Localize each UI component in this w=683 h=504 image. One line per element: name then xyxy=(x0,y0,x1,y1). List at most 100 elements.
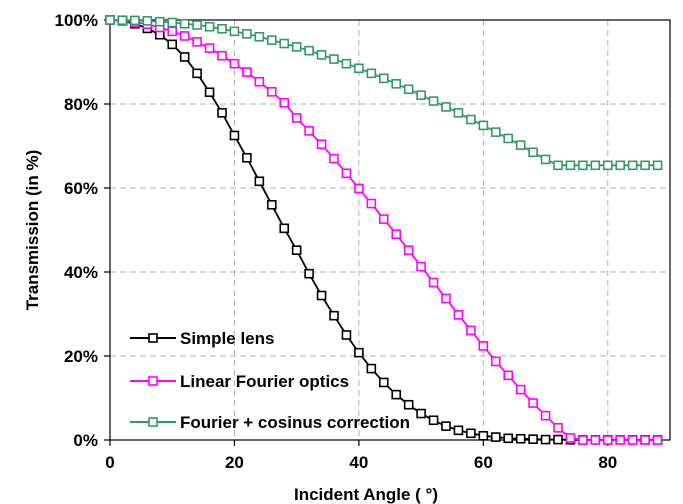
data-point xyxy=(416,90,426,100)
plot-frame xyxy=(109,19,671,441)
data-point xyxy=(217,50,227,61)
data-point xyxy=(229,130,240,141)
data-point xyxy=(528,434,538,444)
y-tick-label: 100% xyxy=(55,11,98,30)
data-point xyxy=(453,108,464,118)
data-point xyxy=(266,87,277,97)
data-point xyxy=(366,198,377,209)
legend-label: Simple lens xyxy=(180,329,274,348)
data-point xyxy=(304,126,314,136)
data-point xyxy=(540,410,551,421)
data-point xyxy=(503,433,514,444)
data-point xyxy=(304,268,314,279)
data-point xyxy=(254,76,265,87)
data-point xyxy=(229,26,240,37)
data-point xyxy=(279,223,290,234)
data-point xyxy=(266,35,277,45)
y-axis-label: Transmission (in %) xyxy=(23,150,42,311)
data-point xyxy=(515,384,526,395)
data-point xyxy=(515,433,526,444)
data-point xyxy=(204,43,215,53)
data-point xyxy=(167,17,178,28)
data-point xyxy=(378,377,389,388)
data-point xyxy=(242,67,252,77)
data-point xyxy=(179,52,190,62)
data-point xyxy=(217,108,227,118)
data-point xyxy=(254,31,265,42)
data-point xyxy=(204,21,215,32)
data-point xyxy=(416,408,426,419)
data-point xyxy=(192,20,202,30)
data-point xyxy=(354,347,364,358)
x-tick-label: 80 xyxy=(598,453,617,472)
series-line xyxy=(109,19,658,167)
data-point xyxy=(466,325,476,336)
data-point xyxy=(627,160,638,171)
data-point xyxy=(279,97,290,108)
data-point xyxy=(578,435,588,445)
data-point xyxy=(503,133,514,144)
data-point xyxy=(192,68,202,79)
data-point xyxy=(565,160,576,171)
data-point xyxy=(167,39,178,50)
legend-marker xyxy=(148,333,158,343)
x-tick-label: 60 xyxy=(474,453,493,472)
legend-label: Fourier + cosinus correction xyxy=(180,413,410,432)
legend-label: Linear Fourier optics xyxy=(180,372,349,391)
data-point xyxy=(329,54,339,64)
data-point xyxy=(354,183,364,194)
data-point xyxy=(615,435,626,445)
data-point xyxy=(329,310,339,321)
data-point xyxy=(466,428,476,439)
data-point xyxy=(217,24,227,34)
legend-item-1: Linear Fourier optics xyxy=(130,372,349,391)
data-point xyxy=(478,120,489,131)
data-point xyxy=(403,84,414,95)
x-tick-label: 40 xyxy=(349,453,368,472)
y-tick-label: 80% xyxy=(64,95,98,114)
data-point xyxy=(428,277,439,288)
data-point xyxy=(503,370,514,381)
axis-ticks: 0 20 40 60 80 0% 20% 40% 60% 80% 100% xyxy=(55,11,618,472)
y-tick-label: 40% xyxy=(64,263,98,282)
data-point xyxy=(329,153,339,164)
legend-item-2: Fourier + cosinus correction xyxy=(130,413,410,432)
data-point xyxy=(130,15,140,26)
data-point xyxy=(590,160,601,171)
x-axis-label: Incident Angle ( °) xyxy=(294,485,438,504)
data-point xyxy=(466,114,476,125)
data-point xyxy=(403,399,414,410)
legend-marker xyxy=(148,417,158,427)
data-point xyxy=(515,140,526,150)
data-point xyxy=(242,29,252,39)
data-point xyxy=(490,356,501,367)
data-point xyxy=(602,160,613,171)
data-point xyxy=(441,102,451,112)
data-point xyxy=(478,341,489,351)
data-point xyxy=(204,87,215,98)
data-point xyxy=(490,127,501,137)
data-point xyxy=(229,58,240,69)
data-point xyxy=(366,363,377,374)
grid xyxy=(110,20,670,440)
y-tick-label: 0% xyxy=(73,431,98,450)
data-point xyxy=(291,42,302,52)
data-point xyxy=(154,16,165,27)
data-point xyxy=(105,15,115,25)
data-point xyxy=(640,160,650,171)
data-point xyxy=(304,45,314,56)
data-point xyxy=(391,229,402,239)
data-point xyxy=(316,50,327,60)
data-point xyxy=(528,398,538,408)
data-point xyxy=(428,96,439,106)
data-point xyxy=(167,26,178,37)
data-point xyxy=(179,18,190,29)
data-point xyxy=(391,389,402,400)
data-point xyxy=(403,245,414,255)
data-point xyxy=(316,139,327,150)
data-point xyxy=(652,435,663,445)
data-point xyxy=(478,430,489,441)
data-point xyxy=(428,415,439,426)
x-tick-label: 20 xyxy=(225,453,244,472)
